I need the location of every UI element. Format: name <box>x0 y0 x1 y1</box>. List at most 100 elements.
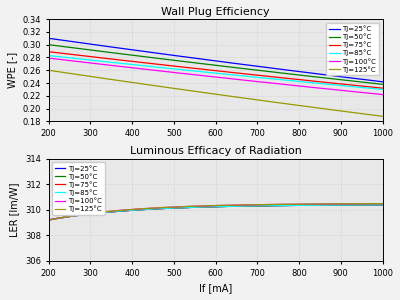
Tj=25°C <box>47 37 52 40</box>
Tj=100°C <box>244 79 249 82</box>
Tj=50°C <box>244 204 249 208</box>
Tj=50°C <box>380 82 385 86</box>
Tj=75°C <box>349 83 354 87</box>
Tj=75°C <box>244 204 249 208</box>
Tj=50°C <box>46 218 51 222</box>
Tj=25°C <box>244 63 249 67</box>
Title: Luminous Efficacy of Radiation: Luminous Efficacy of Radiation <box>130 146 302 156</box>
Tj=50°C <box>244 67 249 71</box>
Tj=125°C <box>46 218 51 222</box>
Tj=25°C <box>251 204 256 208</box>
Legend: Tj=25°C, Tj=50°C, Tj=75°C, Tj=85°C, Tj=100°C, Tj=125°C: Tj=25°C, Tj=50°C, Tj=75°C, Tj=85°C, Tj=1… <box>326 22 379 75</box>
Tj=100°C <box>47 56 52 60</box>
Tj=125°C <box>349 202 354 206</box>
Tj=25°C <box>244 204 249 208</box>
Tj=100°C <box>245 203 250 207</box>
Tj=25°C <box>380 80 385 84</box>
Tj=25°C <box>251 64 256 68</box>
Tj=25°C <box>46 37 51 40</box>
Tj=50°C <box>380 203 385 207</box>
Tj=85°C <box>328 203 332 207</box>
Tj=50°C <box>46 43 51 46</box>
Tj=50°C <box>245 204 250 208</box>
Tj=125°C <box>328 202 332 206</box>
Line: Tj=75°C: Tj=75°C <box>49 205 382 220</box>
Tj=125°C <box>380 115 385 118</box>
Tj=50°C <box>251 204 256 208</box>
Tj=75°C <box>328 203 332 207</box>
Tj=85°C <box>328 83 332 86</box>
Tj=50°C <box>349 79 354 83</box>
Tj=100°C <box>244 203 249 207</box>
Tj=100°C <box>251 79 256 83</box>
Tj=85°C <box>251 204 256 208</box>
Line: Tj=85°C: Tj=85°C <box>49 205 382 220</box>
Tj=25°C <box>328 74 332 77</box>
Tj=125°C <box>251 98 256 101</box>
Tj=25°C <box>349 203 354 207</box>
Tj=125°C <box>328 108 332 111</box>
Tj=85°C <box>245 75 250 78</box>
Tj=100°C <box>46 56 51 60</box>
Tj=50°C <box>47 43 52 46</box>
Tj=100°C <box>46 218 51 222</box>
Tj=85°C <box>244 204 249 208</box>
Tj=25°C <box>245 204 250 208</box>
Tj=25°C <box>328 203 332 207</box>
Tj=125°C <box>47 218 52 221</box>
Tj=85°C <box>251 75 256 79</box>
Tj=100°C <box>349 90 354 93</box>
Tj=100°C <box>380 93 385 96</box>
Tj=75°C <box>380 203 385 207</box>
Tj=100°C <box>251 203 256 207</box>
Y-axis label: LER [lm/W]: LER [lm/W] <box>10 182 20 237</box>
Tj=25°C <box>47 218 52 221</box>
Tj=75°C <box>251 204 256 208</box>
Tj=75°C <box>47 50 52 54</box>
Line: Tj=100°C: Tj=100°C <box>49 204 382 220</box>
Tj=75°C <box>245 204 250 208</box>
Tj=75°C <box>244 72 249 76</box>
Tj=125°C <box>244 203 249 207</box>
Tj=100°C <box>47 218 52 221</box>
Tj=125°C <box>244 97 249 100</box>
Tj=50°C <box>328 203 332 207</box>
Tj=75°C <box>380 86 385 90</box>
Tj=125°C <box>380 202 385 206</box>
Tj=50°C <box>47 218 52 221</box>
Tj=85°C <box>47 218 52 221</box>
Line: Tj=50°C: Tj=50°C <box>49 45 382 84</box>
Tj=85°C <box>245 204 250 208</box>
Tj=125°C <box>251 203 256 207</box>
Tj=100°C <box>328 202 332 206</box>
Line: Tj=75°C: Tj=75°C <box>49 52 382 88</box>
Tj=75°C <box>251 73 256 76</box>
Line: Tj=25°C: Tj=25°C <box>49 38 382 82</box>
Title: Wall Plug Efficiency: Wall Plug Efficiency <box>161 7 270 17</box>
Tj=85°C <box>349 85 354 88</box>
Tj=125°C <box>245 97 250 101</box>
Tj=85°C <box>46 54 51 57</box>
Tj=100°C <box>245 79 250 82</box>
Line: Tj=85°C: Tj=85°C <box>49 56 382 89</box>
Tj=85°C <box>46 218 51 222</box>
Line: Tj=125°C: Tj=125°C <box>49 204 382 220</box>
Line: Tj=100°C: Tj=100°C <box>49 58 382 94</box>
Tj=75°C <box>349 203 354 207</box>
Tj=75°C <box>245 72 250 76</box>
Tj=50°C <box>349 203 354 207</box>
Legend: Tj=25°C, Tj=50°C, Tj=75°C, Tj=85°C, Tj=100°C, Tj=125°C: Tj=25°C, Tj=50°C, Tj=75°C, Tj=85°C, Tj=1… <box>52 162 105 215</box>
Tj=75°C <box>328 81 332 85</box>
Tj=25°C <box>349 76 354 80</box>
Tj=25°C <box>245 63 250 67</box>
Tj=75°C <box>46 218 51 222</box>
Tj=50°C <box>245 67 250 71</box>
Tj=75°C <box>47 218 52 221</box>
X-axis label: If [mA]: If [mA] <box>199 283 232 293</box>
Tj=100°C <box>380 202 385 206</box>
Tj=85°C <box>244 74 249 78</box>
Line: Tj=25°C: Tj=25°C <box>49 205 382 220</box>
Tj=85°C <box>349 203 354 207</box>
Tj=125°C <box>47 69 52 72</box>
Tj=85°C <box>380 203 385 207</box>
